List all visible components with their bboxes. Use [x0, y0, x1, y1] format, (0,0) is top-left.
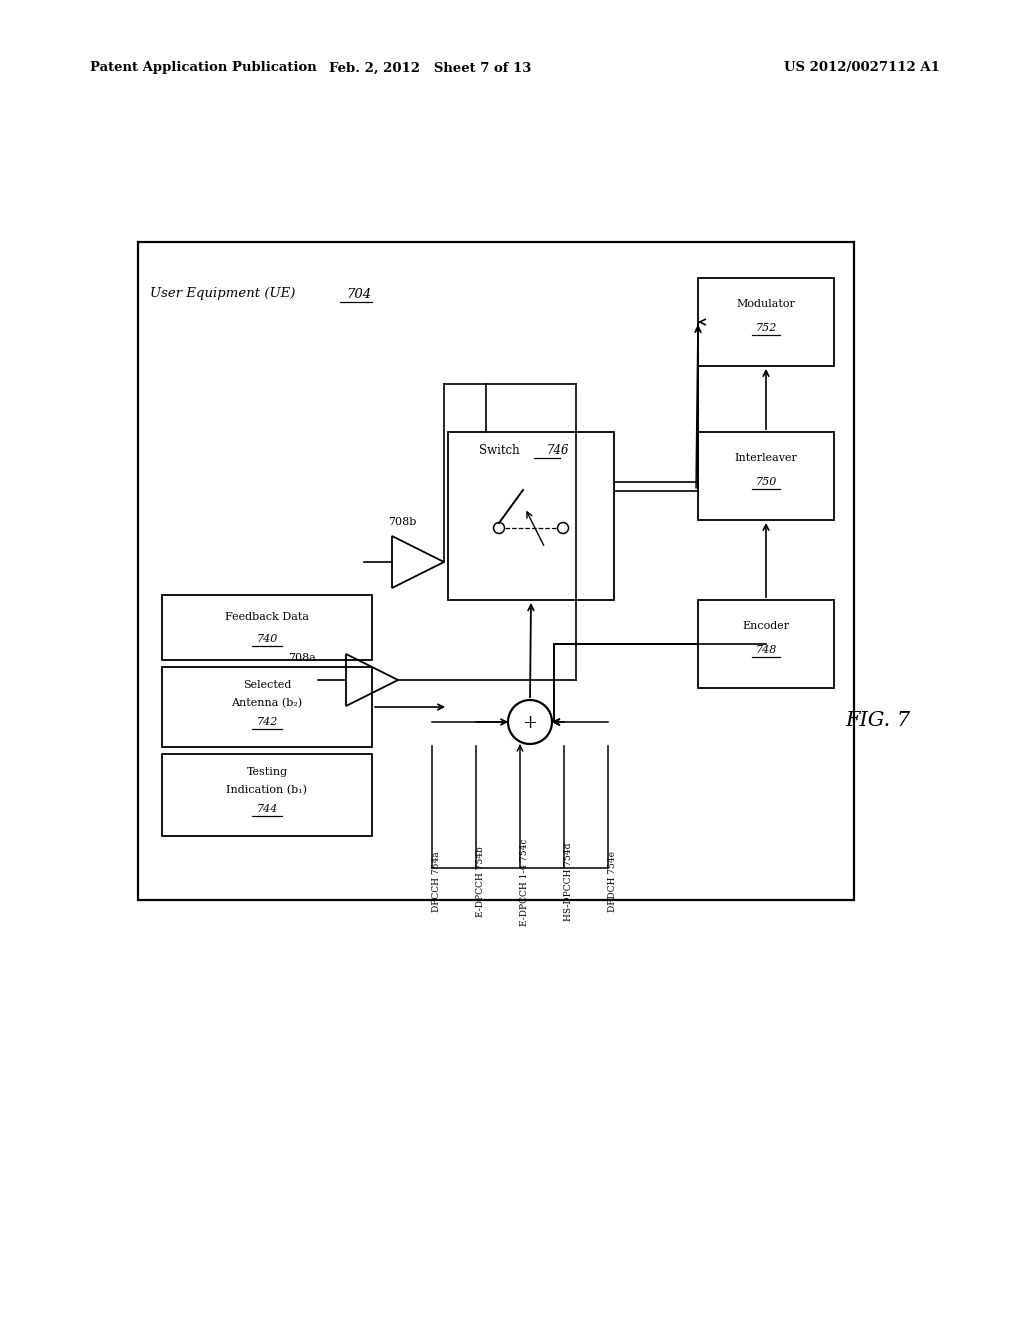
- Text: 704: 704: [346, 288, 371, 301]
- Text: Patent Application Publication: Patent Application Publication: [90, 62, 316, 74]
- Bar: [162, 754, 372, 836]
- Text: 708b: 708b: [388, 517, 416, 527]
- Bar: [138, 242, 854, 900]
- Text: Testing: Testing: [247, 767, 288, 777]
- Text: Interleaver: Interleaver: [734, 453, 798, 463]
- Text: DPDCH 754e: DPDCH 754e: [608, 851, 617, 912]
- Text: +: +: [522, 714, 538, 733]
- Text: 744: 744: [256, 804, 278, 814]
- Text: E-DPCCH 754b: E-DPCCH 754b: [476, 846, 485, 917]
- Text: 708a: 708a: [288, 653, 316, 663]
- Bar: [449, 432, 614, 601]
- Text: 750: 750: [756, 477, 776, 487]
- Bar: [162, 595, 372, 660]
- Text: 752: 752: [756, 323, 776, 333]
- Text: Indication (b₁): Indication (b₁): [226, 785, 307, 795]
- Bar: [162, 667, 372, 747]
- Bar: [698, 279, 834, 366]
- Bar: [698, 432, 834, 520]
- Text: Feb. 2, 2012   Sheet 7 of 13: Feb. 2, 2012 Sheet 7 of 13: [329, 62, 531, 74]
- Text: 746: 746: [547, 444, 569, 457]
- Text: Antenna (b₂): Antenna (b₂): [231, 698, 302, 708]
- Text: User Equipment (UE): User Equipment (UE): [150, 288, 300, 301]
- Bar: [698, 601, 834, 688]
- Text: HS-DPCCH 754d: HS-DPCCH 754d: [564, 842, 573, 921]
- Text: 740: 740: [256, 634, 278, 644]
- Text: Switch: Switch: [478, 444, 523, 457]
- Text: Feedback Data: Feedback Data: [225, 612, 309, 622]
- Text: 742: 742: [256, 717, 278, 727]
- Text: US 2012/0027112 A1: US 2012/0027112 A1: [784, 62, 940, 74]
- Text: FIG. 7: FIG. 7: [846, 710, 910, 730]
- Text: Modulator: Modulator: [736, 300, 796, 309]
- Text: Encoder: Encoder: [742, 620, 790, 631]
- Text: E-DPCCH 1-4 754c: E-DPCCH 1-4 754c: [520, 838, 529, 925]
- Text: DPCCH 754a: DPCCH 754a: [432, 851, 441, 912]
- Text: 748: 748: [756, 645, 776, 655]
- Text: Selected: Selected: [243, 680, 291, 690]
